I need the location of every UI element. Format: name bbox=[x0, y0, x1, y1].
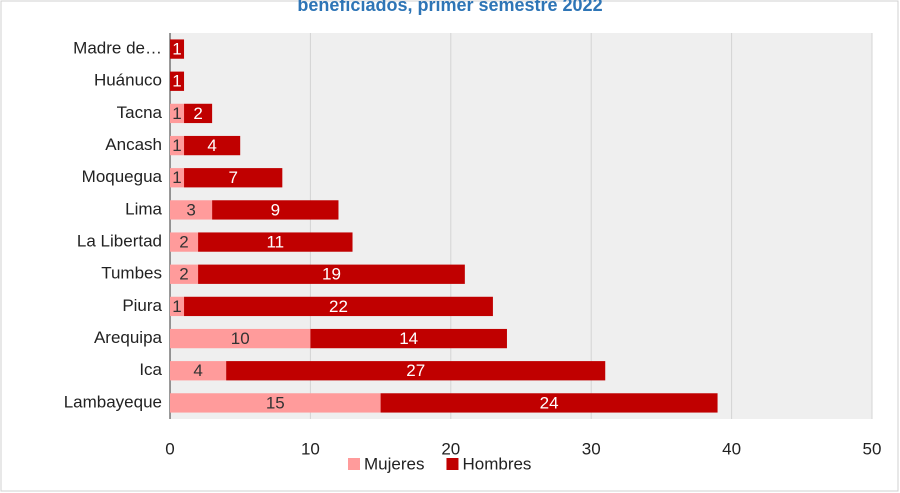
bar-segment bbox=[184, 168, 283, 188]
data-label: 22 bbox=[329, 297, 348, 316]
x-tick-label: 30 bbox=[582, 439, 601, 458]
bar-segment bbox=[170, 296, 185, 317]
bar-segment bbox=[170, 361, 227, 381]
bar-segment bbox=[212, 200, 339, 220]
x-tick-label: 40 bbox=[722, 439, 741, 458]
bar-segment bbox=[170, 393, 381, 413]
y-tick-label: Ancash bbox=[105, 135, 162, 154]
bar-segment bbox=[198, 264, 465, 284]
data-label: 24 bbox=[540, 393, 559, 412]
bar-segment bbox=[170, 135, 185, 156]
bar-segment bbox=[170, 264, 199, 284]
bar-segment bbox=[310, 328, 507, 349]
x-tick-label: 10 bbox=[301, 439, 320, 458]
legend-swatch bbox=[348, 458, 360, 470]
bar-segment bbox=[184, 103, 213, 124]
data-label: 1 bbox=[172, 104, 181, 123]
bar-segment bbox=[170, 71, 185, 91]
y-tick-label: Huánuco bbox=[94, 71, 162, 90]
bar-segment bbox=[170, 200, 213, 220]
legend-label: Hombres bbox=[462, 454, 531, 473]
data-label: 14 bbox=[399, 329, 418, 348]
data-label: 1 bbox=[172, 72, 181, 91]
data-label: 1 bbox=[172, 168, 181, 187]
plot-area bbox=[170, 33, 872, 419]
y-tick-label: Tacna bbox=[117, 103, 163, 122]
bar-segment bbox=[170, 328, 311, 349]
data-label: 4 bbox=[193, 361, 202, 380]
x-tick-label: 0 bbox=[165, 439, 174, 458]
bar-segment bbox=[198, 232, 353, 252]
y-tick-label: Lambayeque bbox=[64, 392, 162, 411]
x-tick-label: 20 bbox=[441, 439, 460, 458]
data-label: 1 bbox=[172, 40, 181, 59]
data-label: 11 bbox=[266, 233, 284, 252]
x-tick-label: 50 bbox=[863, 439, 882, 458]
data-label: 27 bbox=[406, 361, 425, 380]
y-tick-label: Lima bbox=[125, 199, 162, 218]
bar-segment bbox=[380, 393, 718, 413]
y-tick-label: Ica bbox=[139, 360, 162, 379]
bar-segment bbox=[226, 361, 606, 381]
y-tick-label: Madre de… bbox=[73, 39, 162, 58]
legend-label: Mujeres bbox=[364, 454, 424, 473]
data-label: 15 bbox=[266, 393, 285, 412]
bar-segment bbox=[170, 103, 185, 124]
data-label: 2 bbox=[193, 104, 202, 123]
legend-swatch bbox=[446, 458, 459, 470]
bar-segment bbox=[170, 168, 185, 188]
bar-segment bbox=[184, 296, 493, 317]
y-tick-label: Moquegua bbox=[82, 167, 163, 186]
data-label: 1 bbox=[172, 297, 181, 316]
data-label: 4 bbox=[207, 136, 216, 155]
y-tick-label: Tumbes bbox=[101, 264, 162, 283]
data-label: 10 bbox=[231, 329, 250, 348]
bar-segment bbox=[184, 135, 241, 156]
data-label: 19 bbox=[322, 265, 341, 284]
y-tick-label: La Libertad bbox=[77, 232, 162, 251]
data-label: 2 bbox=[179, 265, 188, 284]
data-label: 2 bbox=[179, 233, 188, 252]
data-label: 3 bbox=[186, 200, 195, 219]
data-label: 7 bbox=[228, 168, 237, 187]
y-tick-label: Arequipa bbox=[94, 328, 163, 347]
chart-title: beneficiados, primer semestre 2022 bbox=[297, 0, 602, 15]
bar-segment bbox=[170, 39, 185, 59]
bar-segment bbox=[170, 232, 199, 252]
data-label: 1 bbox=[172, 136, 181, 155]
y-tick-label: Piura bbox=[122, 296, 162, 315]
data-label: 9 bbox=[271, 200, 280, 219]
